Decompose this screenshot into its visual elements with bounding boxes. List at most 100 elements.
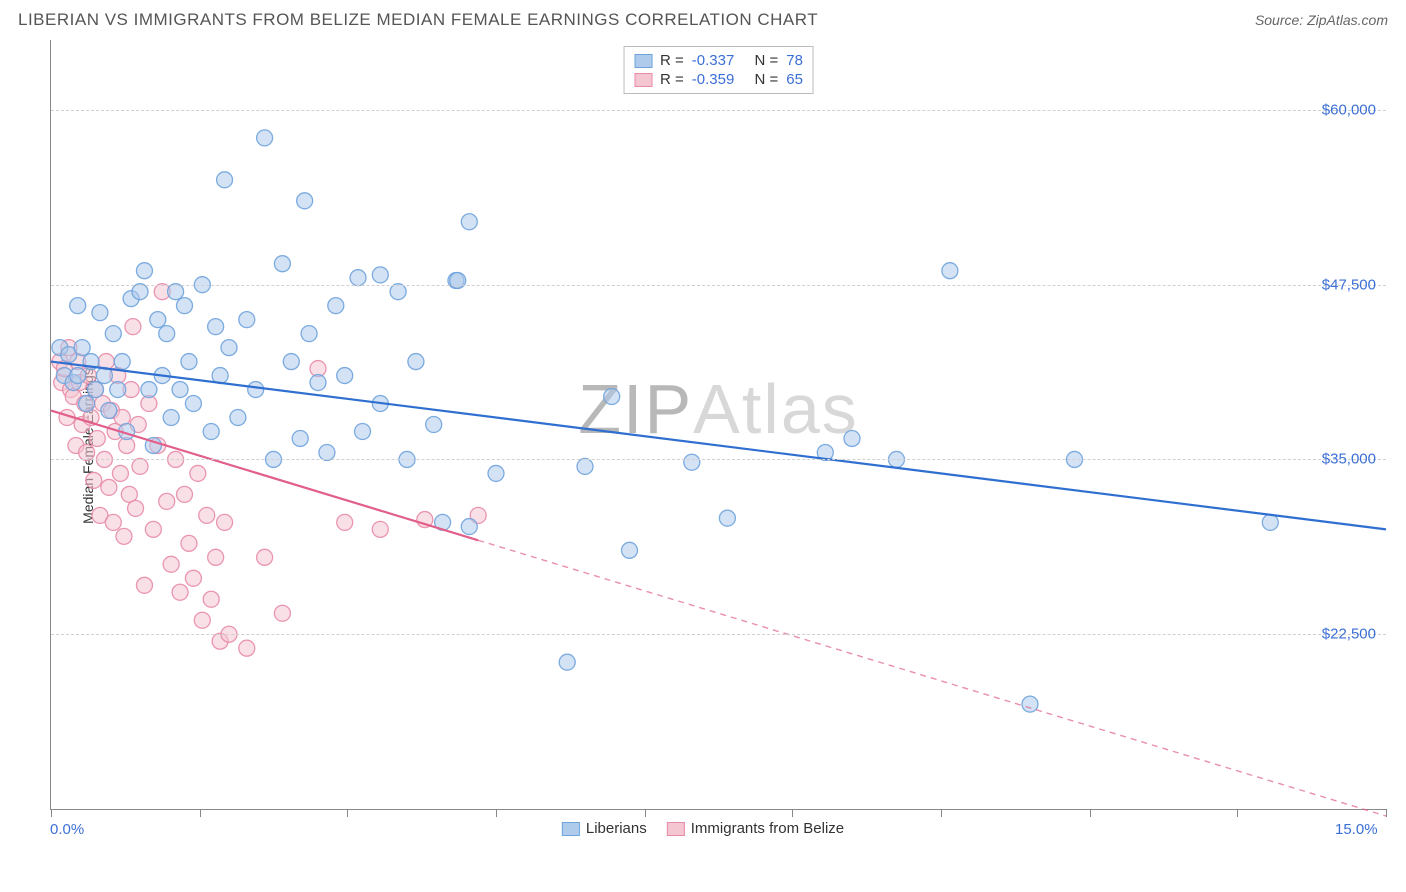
y-tick-label: $60,000 [1322,101,1376,118]
x-tick [1386,809,1387,817]
data-point-belize [194,612,210,628]
data-point-liberians [719,510,735,526]
data-point-liberians [577,458,593,474]
data-point-liberians [355,423,371,439]
data-point-liberians [141,382,157,398]
data-point-liberians [337,368,353,384]
x-tick [347,809,348,817]
data-point-belize [257,549,273,565]
data-point-liberians [132,284,148,300]
data-point-liberians [230,410,246,426]
data-point-belize [217,514,233,530]
x-tick [792,809,793,817]
data-point-liberians [622,542,638,558]
data-point-liberians [159,326,175,342]
data-point-belize [125,319,141,335]
legend-r-label: R = [660,52,684,69]
legend-swatch-liberians [634,54,652,68]
data-point-belize [86,472,102,488]
data-point-belize [203,591,219,607]
chart-title: LIBERIAN VS IMMIGRANTS FROM BELIZE MEDIA… [18,10,818,30]
data-point-belize [132,458,148,474]
x-tick [51,809,52,817]
data-point-liberians [390,284,406,300]
trendline-liberians-solid [51,362,1386,530]
data-point-liberians [559,654,575,670]
data-point-belize [337,514,353,530]
data-point-liberians [70,298,86,314]
plot-area: ZIPAtlas R = -0.337 N = 78 R = -0.359 N … [50,40,1386,810]
legend-swatch-belize [667,822,685,836]
data-point-liberians [101,403,117,419]
data-point-liberians [257,130,273,146]
data-point-belize [372,521,388,537]
x-tick [200,809,201,817]
correlation-legend-row: R = -0.359 N = 65 [634,70,803,89]
legend-n-value-belize: 65 [786,71,803,88]
data-point-liberians [461,519,477,535]
trendline-belize-dashed [478,540,1386,816]
data-point-liberians [310,375,326,391]
data-point-liberians [168,284,184,300]
data-point-belize [89,430,105,446]
chart-svg [51,40,1386,809]
series-legend-label-liberians: Liberians [586,820,647,837]
x-tick [1090,809,1091,817]
data-point-liberians [248,382,264,398]
x-tick [645,809,646,817]
data-point-liberians [844,430,860,446]
data-point-liberians [177,298,193,314]
data-point-belize [181,535,197,551]
x-axis-min-label: 0.0% [50,821,84,838]
data-point-liberians [110,382,126,398]
y-tick-label: $47,500 [1322,276,1376,293]
x-tick [1237,809,1238,817]
series-legend-label-belize: Immigrants from Belize [691,820,844,837]
data-point-liberians [1022,696,1038,712]
data-point-liberians [301,326,317,342]
data-point-belize [163,556,179,572]
data-point-liberians [328,298,344,314]
data-point-belize [136,577,152,593]
data-point-belize [105,514,121,530]
data-point-liberians [172,382,188,398]
data-point-liberians [221,340,237,356]
data-point-belize [159,493,175,509]
data-point-belize [172,584,188,600]
data-point-belize [128,500,144,516]
legend-r-value-belize: -0.359 [692,71,735,88]
source-name: ZipAtlas.com [1307,12,1388,28]
data-point-liberians [70,368,86,384]
data-point-belize [199,507,215,523]
data-point-belize [190,465,206,481]
data-point-liberians [292,430,308,446]
legend-r-label: R = [660,71,684,88]
series-legend-item: Immigrants from Belize [667,820,844,837]
x-tick [496,809,497,817]
correlation-legend-row: R = -0.337 N = 78 [634,51,803,70]
data-point-belize [177,486,193,502]
data-point-liberians [150,312,166,328]
legend-n-value-liberians: 78 [786,52,803,69]
x-axis-max-label: 15.0% [1335,821,1378,838]
data-point-belize [185,570,201,586]
data-point-liberians [942,263,958,279]
data-point-belize [274,605,290,621]
gridline [51,110,1386,111]
data-point-liberians [319,444,335,460]
data-point-liberians [136,263,152,279]
legend-r-value-liberians: -0.337 [692,52,735,69]
data-point-liberians [1262,514,1278,530]
data-point-liberians [114,354,130,370]
data-point-belize [239,640,255,656]
legend-swatch-liberians [562,822,580,836]
data-point-belize [101,479,117,495]
data-point-liberians [350,270,366,286]
data-point-liberians [461,214,477,230]
data-point-liberians [274,256,290,272]
data-point-liberians [684,454,700,470]
data-point-liberians [105,326,121,342]
y-tick-label: $22,500 [1322,626,1376,643]
data-point-liberians [88,382,104,398]
legend-n-label: N = [755,52,779,69]
